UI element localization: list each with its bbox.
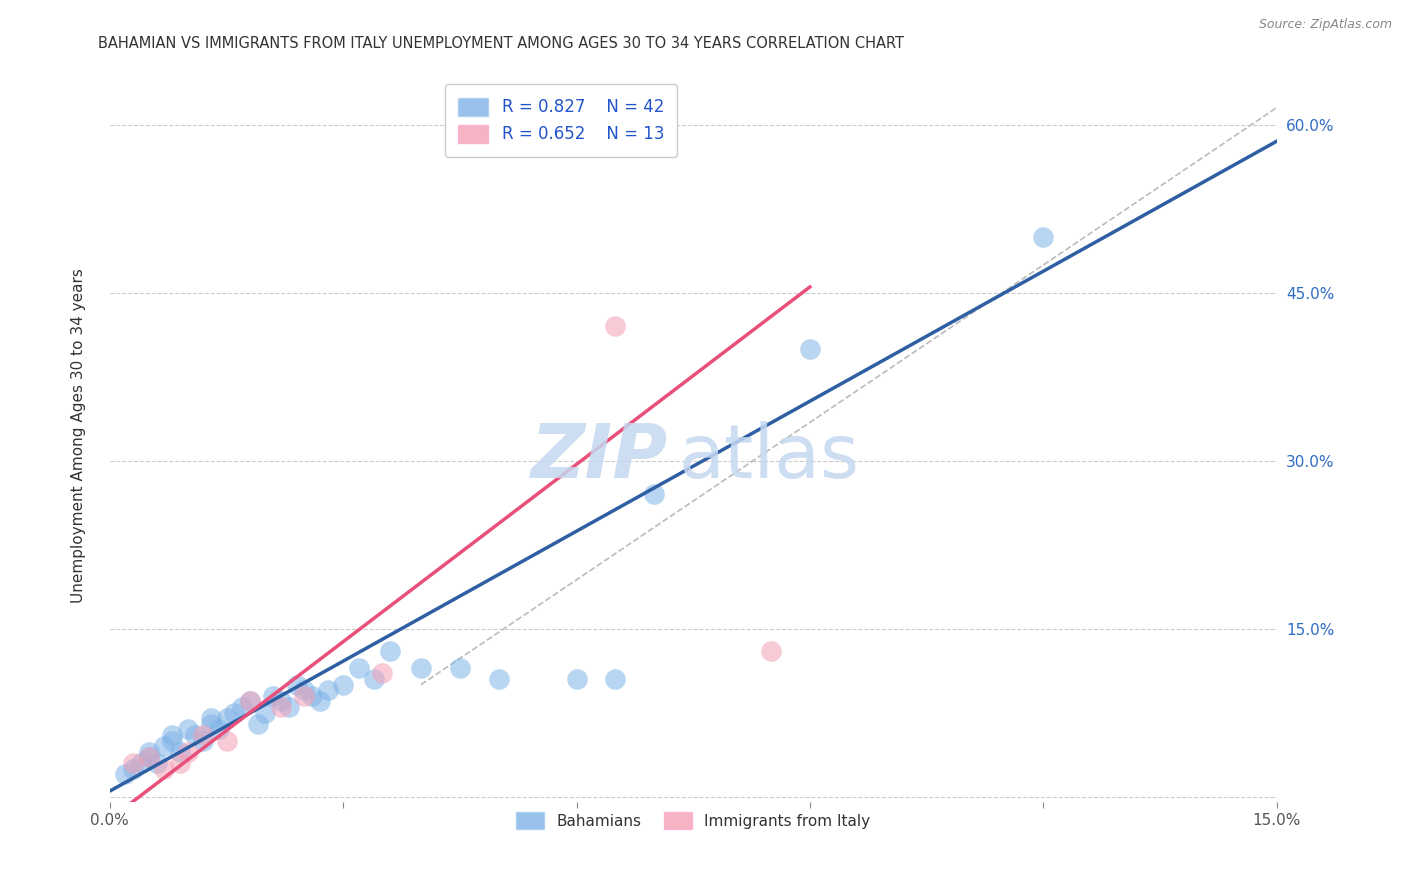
Point (129, 756, 152, 770)
Point (160, 733, 183, 747)
Point (332, 678, 354, 692)
Point (605, 672, 627, 686)
Point (643, 487, 665, 501)
Point (184, 728, 207, 742)
Point (270, 694, 292, 708)
Point (193, 733, 215, 747)
Point (246, 716, 269, 731)
Point (347, 661, 370, 675)
Point (122, 762, 145, 776)
Point (799, 342, 821, 356)
Point (169, 745, 191, 759)
Point (215, 711, 238, 725)
Point (239, 694, 262, 708)
Text: atlas: atlas (679, 421, 859, 494)
Point (277, 700, 299, 714)
Text: BAHAMIAN VS IMMIGRANTS FROM ITALY UNEMPLOYMENT AMONG AGES 30 TO 34 YEARS CORRELA: BAHAMIAN VS IMMIGRANTS FROM ITALY UNEMPL… (98, 36, 904, 51)
Point (200, 711, 222, 725)
Point (208, 723, 231, 737)
Point (292, 689, 315, 703)
Point (371, 666, 394, 681)
Legend: Bahamians, Immigrants from Italy: Bahamians, Immigrants from Italy (510, 806, 876, 835)
Point (176, 723, 198, 737)
Point (254, 706, 277, 720)
Point (231, 700, 253, 714)
Point (215, 733, 238, 747)
Point (114, 767, 136, 781)
Point (270, 700, 292, 714)
Point (193, 728, 215, 742)
Point (488, 672, 510, 686)
Point (145, 756, 167, 770)
Point (449, 661, 471, 675)
Point (224, 706, 246, 720)
Point (138, 750, 160, 764)
Text: Source: ZipAtlas.com: Source: ZipAtlas.com (1258, 18, 1392, 31)
Y-axis label: Unemployment Among Ages 30 to 34 years: Unemployment Among Ages 30 to 34 years (72, 268, 86, 603)
Point (122, 756, 145, 770)
Point (308, 694, 330, 708)
Point (1032, 229, 1054, 244)
Point (301, 689, 323, 703)
Point (605, 319, 627, 334)
Point (363, 672, 385, 686)
Point (378, 644, 401, 658)
Point (565, 672, 588, 686)
Point (285, 678, 308, 692)
Point (138, 745, 160, 759)
Point (409, 661, 432, 675)
Point (153, 762, 176, 776)
Point (160, 728, 183, 742)
Text: ZIP: ZIP (531, 421, 668, 494)
Point (262, 689, 284, 703)
Point (292, 683, 315, 698)
Point (239, 694, 262, 708)
Point (200, 716, 222, 731)
Point (169, 756, 191, 770)
Point (153, 739, 176, 754)
Point (138, 750, 160, 764)
Point (759, 644, 782, 658)
Point (316, 683, 339, 698)
Point (176, 745, 198, 759)
